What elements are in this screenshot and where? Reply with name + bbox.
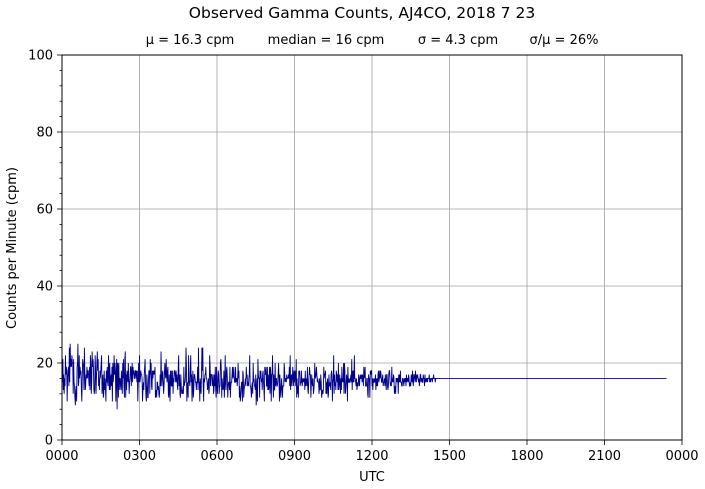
x-tick-label: 1800	[510, 449, 543, 464]
counts-series-line	[61, 343, 667, 410]
subtitle-mean: μ = 16.3 cpm	[146, 33, 235, 48]
x-tick-label: 1500	[433, 449, 466, 464]
x-tick-label: 0300	[123, 449, 156, 464]
subtitle-median: median = 16 cpm	[268, 33, 385, 48]
y-axis-label: Counts per Minute (cpm)	[5, 167, 20, 329]
x-tick-label: 0000	[665, 449, 698, 464]
chart-title: Observed Gamma Counts, AJ4CO, 2018 7 23	[189, 4, 535, 22]
subtitle-sigma: σ = 4.3 cpm	[418, 33, 498, 48]
x-axis-label: UTC	[359, 470, 385, 485]
plot-series	[61, 343, 667, 410]
y-tick-label: 20	[36, 357, 53, 372]
y-tick-label: 80	[36, 126, 53, 141]
y-tick-label: 100	[28, 49, 53, 64]
x-tick-label: 2100	[588, 449, 621, 464]
y-tick-label: 0	[45, 434, 53, 449]
chart-subtitle: μ = 16.3 cpm median = 16 cpm σ = 4.3 cpm…	[146, 33, 599, 48]
x-tick-label: 0900	[278, 449, 311, 464]
x-tick-label: 0000	[45, 449, 78, 464]
y-tick-label: 60	[36, 203, 53, 218]
subtitle-ratio: σ/μ = 26%	[530, 33, 599, 48]
y-axis-ticks: 0 20 40 60 80 100	[28, 49, 62, 449]
x-tick-label: 0600	[200, 449, 233, 464]
y-tick-label: 40	[36, 280, 53, 295]
x-tick-label: 1200	[355, 449, 388, 464]
x-axis-ticks: 0000 0300 0600 0900 1200 1500 1800 2100 0000	[45, 440, 699, 464]
